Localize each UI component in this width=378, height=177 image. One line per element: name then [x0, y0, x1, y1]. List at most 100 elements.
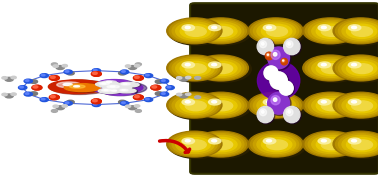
Circle shape	[30, 80, 37, 83]
Circle shape	[51, 96, 55, 98]
Ellipse shape	[266, 101, 288, 111]
Ellipse shape	[96, 82, 120, 87]
Ellipse shape	[266, 27, 288, 36]
Ellipse shape	[282, 59, 285, 62]
Ellipse shape	[352, 101, 373, 111]
Circle shape	[135, 76, 139, 78]
Ellipse shape	[99, 80, 132, 87]
Ellipse shape	[263, 99, 276, 105]
Circle shape	[40, 98, 48, 102]
Ellipse shape	[118, 82, 141, 87]
Ellipse shape	[270, 72, 287, 89]
Ellipse shape	[266, 68, 272, 74]
Ellipse shape	[312, 135, 350, 153]
Circle shape	[135, 110, 141, 112]
Ellipse shape	[202, 59, 241, 77]
Ellipse shape	[193, 55, 248, 81]
Ellipse shape	[265, 52, 274, 60]
Circle shape	[51, 63, 57, 66]
Circle shape	[50, 76, 59, 80]
Circle shape	[135, 105, 140, 107]
Ellipse shape	[349, 25, 361, 31]
Circle shape	[125, 65, 131, 67]
Circle shape	[155, 92, 163, 95]
Circle shape	[67, 100, 74, 104]
Ellipse shape	[102, 83, 106, 84]
Ellipse shape	[333, 18, 378, 44]
Ellipse shape	[264, 66, 278, 80]
Ellipse shape	[321, 26, 326, 29]
Circle shape	[122, 102, 125, 104]
Circle shape	[62, 64, 67, 67]
Circle shape	[53, 65, 58, 67]
Circle shape	[30, 92, 37, 95]
Ellipse shape	[167, 131, 222, 157]
Ellipse shape	[335, 93, 378, 117]
Ellipse shape	[352, 64, 373, 74]
Ellipse shape	[304, 132, 361, 158]
Ellipse shape	[172, 95, 217, 116]
Ellipse shape	[263, 138, 276, 144]
Ellipse shape	[318, 99, 331, 105]
Ellipse shape	[260, 109, 266, 116]
Ellipse shape	[335, 132, 378, 156]
Circle shape	[51, 96, 55, 98]
Circle shape	[152, 86, 156, 88]
Ellipse shape	[268, 47, 291, 70]
Ellipse shape	[270, 72, 288, 90]
Ellipse shape	[262, 138, 292, 152]
Circle shape	[11, 76, 16, 79]
Ellipse shape	[288, 42, 291, 45]
Circle shape	[93, 72, 97, 74]
Ellipse shape	[48, 80, 105, 94]
Ellipse shape	[316, 61, 347, 76]
Ellipse shape	[198, 58, 244, 79]
Ellipse shape	[347, 61, 377, 76]
Ellipse shape	[352, 26, 356, 29]
Ellipse shape	[107, 81, 112, 82]
Ellipse shape	[266, 140, 288, 150]
Ellipse shape	[198, 95, 244, 116]
Ellipse shape	[342, 96, 378, 115]
Ellipse shape	[212, 101, 233, 111]
Ellipse shape	[195, 19, 246, 43]
Circle shape	[186, 93, 191, 95]
Circle shape	[65, 70, 69, 72]
Ellipse shape	[321, 140, 326, 142]
Circle shape	[92, 69, 101, 73]
Ellipse shape	[207, 24, 237, 38]
Ellipse shape	[182, 62, 195, 68]
Ellipse shape	[169, 132, 220, 156]
Circle shape	[11, 93, 16, 95]
Ellipse shape	[193, 131, 248, 157]
Ellipse shape	[102, 89, 111, 91]
Ellipse shape	[212, 140, 217, 142]
Ellipse shape	[338, 134, 378, 155]
Ellipse shape	[335, 19, 378, 45]
Ellipse shape	[209, 138, 221, 144]
Ellipse shape	[180, 61, 211, 76]
Circle shape	[119, 72, 126, 75]
Ellipse shape	[93, 82, 147, 95]
Ellipse shape	[304, 93, 361, 119]
Ellipse shape	[185, 140, 206, 150]
Ellipse shape	[249, 19, 306, 45]
Circle shape	[177, 93, 182, 96]
Circle shape	[144, 98, 153, 102]
Ellipse shape	[64, 84, 101, 92]
Ellipse shape	[338, 95, 378, 116]
Ellipse shape	[262, 111, 264, 113]
Ellipse shape	[303, 131, 358, 157]
Circle shape	[151, 85, 161, 90]
Circle shape	[53, 105, 58, 108]
Circle shape	[125, 105, 131, 108]
Circle shape	[146, 98, 149, 100]
Ellipse shape	[352, 140, 356, 142]
Ellipse shape	[99, 88, 122, 94]
Circle shape	[160, 92, 169, 96]
Ellipse shape	[274, 76, 277, 79]
Ellipse shape	[312, 59, 350, 77]
Ellipse shape	[250, 132, 301, 156]
Ellipse shape	[305, 93, 356, 117]
Ellipse shape	[195, 56, 251, 82]
